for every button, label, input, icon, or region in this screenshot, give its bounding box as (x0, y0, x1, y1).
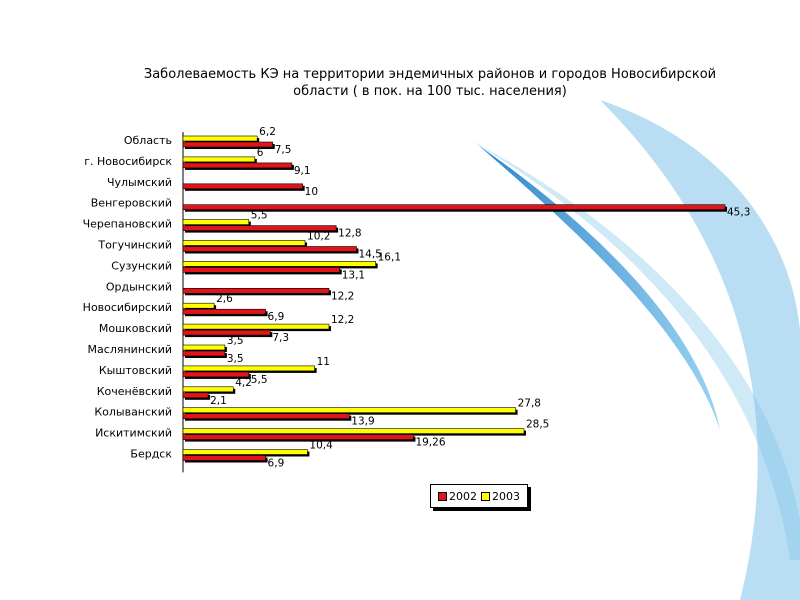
bar-2003 (182, 449, 308, 455)
decor-band-3 (600, 100, 800, 600)
data-label-2002: 2,1 (210, 395, 227, 407)
bar-2003 (182, 135, 258, 142)
legend-label-2003: 2003 (492, 489, 520, 503)
category-label: Новосибирский (83, 301, 172, 314)
data-label-2002: 3,5 (227, 353, 244, 365)
data-label-2003: 2,6 (216, 293, 233, 305)
bar-2002 (182, 183, 303, 190)
bar-2003 (182, 365, 315, 372)
data-label-2002: 19,26 (415, 437, 445, 449)
data-label-2002: 6,9 (268, 458, 285, 470)
bar-2002 (182, 162, 293, 169)
bar-2002 (182, 350, 226, 357)
bar-2002 (182, 246, 357, 252)
category-label: Мошковский (99, 322, 172, 335)
data-label-2003: 3,5 (227, 335, 244, 347)
category-label: Черепановский (83, 218, 172, 231)
legend-swatch-2002 (438, 491, 447, 501)
data-label-2003: 28,5 (526, 419, 549, 431)
chart-title-line-2: области ( в пок. на 100 тыс. населения) (293, 84, 567, 99)
data-label-2003: 27,8 (518, 398, 541, 410)
bar-2003 (182, 323, 330, 330)
data-label-2003: 11 (317, 356, 330, 368)
bar-2002 (182, 225, 337, 231)
chart-legend: 2002 2003 (430, 484, 528, 508)
bar-2002 (182, 267, 341, 273)
bar-2003 (182, 156, 256, 163)
bar-2003 (182, 386, 234, 393)
legend-swatch-2003 (481, 491, 490, 501)
category-label: г. Новосибирск (84, 155, 172, 168)
data-label-2002: 5,5 (251, 374, 268, 386)
legend-item-2003: 2003 (481, 490, 520, 503)
bar-2003 (182, 407, 516, 414)
bars (182, 135, 727, 463)
data-label-2002: 7,3 (272, 332, 289, 344)
chart-title-line-1: Заболеваемость КЭ на территории эндемичн… (143, 67, 717, 82)
bar-2002 (182, 329, 271, 336)
bar-2002 (182, 141, 274, 148)
bar-2003 (182, 240, 306, 246)
bar-2002 (182, 308, 266, 315)
bar-2002 (182, 371, 250, 378)
category-label: Сузунский (111, 259, 172, 272)
category-label: Коченёвский (97, 385, 172, 398)
data-label-2002: 13,1 (342, 269, 365, 281)
category-label: Тогучинский (97, 239, 172, 252)
data-label-2003: 5,5 (251, 210, 268, 222)
bar-2003 (182, 302, 215, 309)
data-label-2003: 4,2 (235, 377, 252, 389)
data-label-2002: 9,1 (294, 165, 311, 177)
category-label: Область (124, 134, 172, 147)
bar-2003 (182, 428, 525, 434)
data-label-2002: 6,9 (268, 311, 285, 323)
data-label-2002: 14,5 (358, 249, 381, 261)
bar-2002 (182, 204, 726, 210)
data-label-2003: 6 (257, 147, 264, 159)
chart-title: Заболеваемость КЭ на территории эндемичн… (100, 66, 760, 100)
bar-2002 (182, 392, 209, 399)
category-label: Кыштовский (99, 364, 172, 377)
legend-item-2002: 2002 (438, 490, 477, 503)
category-labels: Область г. Новосибирск Чулымский Венгеровск… (83, 134, 173, 461)
bar-2003 (182, 219, 250, 225)
data-label-2002: 10 (305, 186, 318, 198)
category-label: Колыванский (94, 406, 172, 419)
category-label: Маслянинский (88, 343, 172, 356)
background-decoration (470, 100, 800, 600)
category-label: Ордынский (106, 280, 172, 293)
data-label-2002: 12,8 (338, 228, 361, 240)
bar-2002 (182, 455, 266, 461)
category-label: Венгеровский (91, 197, 172, 210)
bar-2003 (182, 344, 226, 351)
bar-2003 (182, 261, 376, 267)
data-label-2003: 16,1 (378, 251, 401, 263)
bar-2002 (182, 434, 414, 440)
category-label: Чулымский (107, 176, 172, 189)
data-labels: 6,2 7,5 6 9,1 10 45,3 5,5 12,8 10,2 14,516,1 13,1 1… (210, 126, 750, 470)
data-label-2002: 7,5 (275, 144, 292, 156)
data-label-2003: 12,2 (331, 314, 354, 326)
data-label-2002: 13,9 (351, 416, 374, 428)
bar-2002 (182, 287, 330, 294)
data-label-2003: 10,4 (309, 440, 333, 452)
data-label-2002: 45,3 (727, 207, 750, 219)
legend-label-2002: 2002 (449, 489, 477, 503)
data-label-2003: 6,2 (259, 126, 276, 138)
category-label: Искитимский (95, 427, 172, 440)
bar-2002 (182, 413, 350, 420)
category-label: Бердск (130, 448, 172, 461)
data-label-2002: 12,2 (331, 290, 354, 302)
data-label-2003: 10,2 (307, 231, 330, 243)
